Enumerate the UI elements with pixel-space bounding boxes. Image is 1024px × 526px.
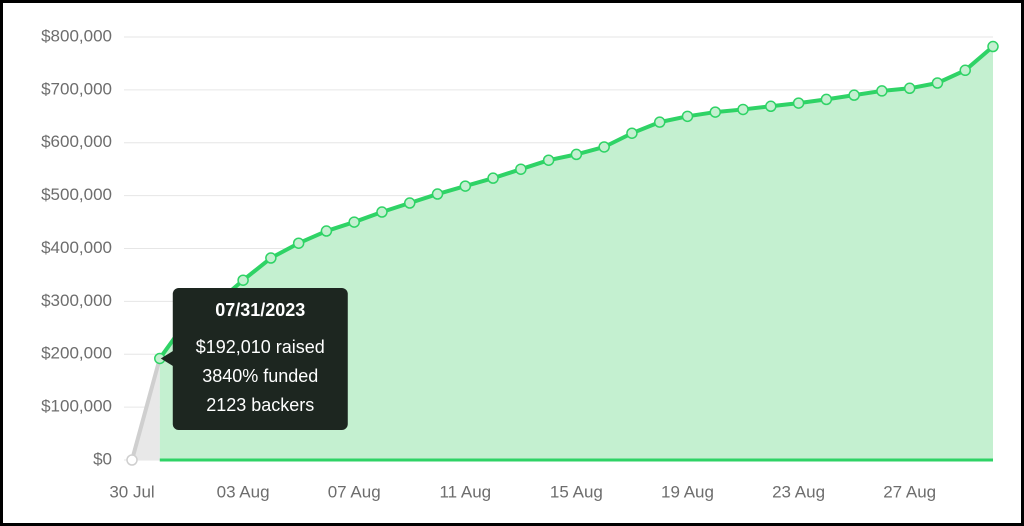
data-point — [626, 127, 638, 139]
data-point — [403, 197, 416, 209]
data-point — [598, 141, 610, 153]
data-point — [348, 216, 360, 228]
data-point — [459, 180, 472, 192]
data-point — [292, 237, 305, 249]
data-point — [903, 82, 916, 95]
x-tick-label: 07 Aug — [328, 482, 381, 501]
data-point — [515, 163, 527, 175]
data-point — [848, 89, 860, 101]
funding-area — [159, 46, 994, 460]
data-point — [126, 454, 138, 466]
y-tick-label: $500,000 — [41, 185, 112, 204]
data-point — [765, 100, 777, 113]
data-point — [709, 106, 722, 118]
y-tick-label: $0 — [93, 449, 112, 468]
data-point — [653, 116, 666, 128]
x-tick-label: 11 Aug — [439, 482, 491, 501]
data-point — [376, 206, 388, 218]
data-point — [431, 188, 444, 200]
x-tick-label: 03 Aug — [217, 482, 270, 501]
data-point — [570, 148, 583, 161]
data-point — [959, 64, 971, 77]
data-point — [987, 40, 999, 53]
data-point — [681, 110, 694, 123]
tooltip-line: 3840% funded — [202, 366, 318, 386]
data-point — [542, 154, 555, 166]
data-point — [320, 225, 333, 237]
y-tick-label: $200,000 — [41, 344, 112, 363]
data-point — [820, 93, 833, 106]
tooltip-line: $192,010 raised — [196, 337, 325, 357]
x-tick-label: 23 Aug — [772, 482, 825, 501]
tooltip: 07/31/2023 $192,010 raised 3840% funded 212… — [160, 288, 348, 430]
x-tick-label: 27 Aug — [883, 482, 936, 501]
tooltip-box — [172, 288, 348, 430]
tooltip-title: 07/31/2023 — [215, 300, 305, 320]
y-tick-label: $700,000 — [41, 79, 112, 98]
y-tick-label: $300,000 — [41, 291, 112, 310]
tooltip-pointer — [160, 350, 174, 367]
data-point — [792, 97, 805, 109]
data-point — [737, 103, 749, 116]
y-tick-label: $100,000 — [41, 397, 112, 416]
x-tick-label: 19 Aug — [661, 482, 714, 501]
y-tick-label: $400,000 — [41, 238, 112, 257]
data-point — [487, 172, 499, 184]
data-point — [931, 77, 944, 89]
x-tick-label: 15 Aug — [550, 482, 603, 501]
data-point — [265, 252, 277, 264]
y-tick-label: $800,000 — [41, 26, 112, 45]
data-point — [876, 85, 888, 97]
prelaunch-line — [130, 357, 162, 461]
y-tick-label: $600,000 — [41, 132, 112, 151]
tooltip-line: 2123 backers — [206, 395, 314, 415]
x-tick-label: 30 Jul — [109, 482, 154, 501]
data-point — [237, 274, 249, 286]
